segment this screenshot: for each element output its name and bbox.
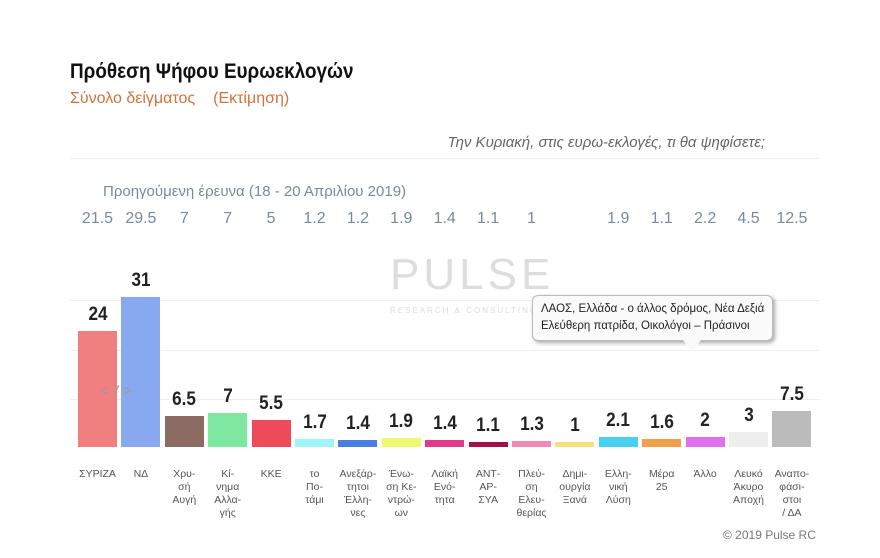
- bar[interactable]: [78, 330, 117, 447]
- category-label: Άλλο: [693, 468, 717, 480]
- previous-value: 5: [266, 210, 276, 227]
- data-label: 1.6: [649, 412, 674, 434]
- bar[interactable]: [251, 420, 291, 447]
- previous-value: 1.1: [476, 210, 500, 227]
- copyright: © 2019 Pulse RC: [723, 528, 816, 542]
- bar[interactable]: [208, 413, 248, 447]
- watermark-logo: PULSE: [390, 250, 555, 299]
- subtitle: Σύνολο δείγματος (Εκτίμηση): [70, 90, 289, 108]
- question: Την Κυριακή, στις ευρω-εκλογές, τι θα ψη…: [447, 134, 765, 151]
- data-label: 31: [131, 270, 151, 291]
- bar[interactable]: [295, 438, 334, 447]
- bar[interactable]: [512, 440, 551, 447]
- data-label: 1.9: [389, 410, 414, 432]
- gridline: [70, 350, 820, 351]
- data-label: 7: [222, 386, 233, 408]
- pager-control[interactable]: < 7 >: [100, 382, 132, 398]
- previous-value: 4.5: [737, 210, 760, 227]
- previous-value: 1.9: [390, 210, 413, 227]
- previous-value: 21.5: [81, 210, 114, 227]
- data-label: 24: [87, 303, 108, 325]
- previous-value: 1.2: [303, 210, 326, 227]
- gridline: [70, 300, 820, 301]
- bar[interactable]: [121, 297, 161, 447]
- bar[interactable]: [598, 436, 638, 447]
- bar[interactable]: [729, 432, 768, 447]
- watermark-tagline: RESEARCH & CONSULTING: [390, 306, 539, 315]
- previous-value: 29.5: [125, 210, 157, 227]
- data-label: 2.1: [606, 409, 631, 431]
- category-label: Ένω- ση Κε- ντρώ- ων: [386, 468, 417, 519]
- category-label: Πλεύ- ση Ελευ- θερίας: [516, 468, 547, 519]
- category-label: το Πο- τάμι: [305, 468, 324, 506]
- previous-value: 1.2: [346, 210, 370, 227]
- data-label: 1.1: [476, 414, 500, 436]
- category-label: ΑΝΤ- ΑΡ- ΣΥΑ: [475, 468, 501, 506]
- bar[interactable]: [555, 442, 595, 447]
- subtitle-note: (Εκτίμηση): [213, 90, 290, 107]
- gridline: [70, 399, 820, 400]
- bar[interactable]: [164, 415, 204, 447]
- subtitle-text: Σύνολο δείγματος: [70, 90, 196, 107]
- previous-value: 1.9: [607, 210, 630, 227]
- category-label: Λαϊκή Ενό- τητα: [431, 468, 458, 506]
- data-label: 3: [743, 405, 754, 427]
- category-label: ΝΔ: [133, 468, 149, 480]
- category-label: ΚΚΕ: [260, 468, 282, 480]
- data-label: 7.5: [779, 383, 804, 405]
- bar[interactable]: [338, 440, 378, 447]
- previous-survey-label: Προηγούμενη έρευνα (18 - 20 Απριλίου 201…: [103, 183, 407, 200]
- data-label: 1: [570, 415, 580, 437]
- previous-value: 1.4: [433, 210, 456, 227]
- previous-value: 1.1: [650, 210, 673, 227]
- category-label: Ελλη- νική Λύση: [604, 468, 632, 506]
- category-label: Κί- νημα Αλλα- γής: [214, 468, 242, 519]
- bar[interactable]: [685, 437, 725, 447]
- data-label: 1.7: [302, 411, 327, 433]
- data-label: 1.4: [345, 413, 370, 435]
- bar[interactable]: [772, 410, 812, 447]
- data-label: 2: [700, 410, 710, 432]
- page-title: Πρόθεση Ψήφου Ευρωεκλογών: [70, 60, 354, 83]
- previous-value: 1: [527, 210, 536, 227]
- previous-value: 12.5: [776, 210, 808, 227]
- data-label: 6.5: [172, 388, 197, 410]
- category-label: ΣΥΡΙΖΑ: [79, 468, 116, 480]
- previous-value: 2.2: [693, 210, 717, 227]
- tooltip: ΛΑΟΣ, Ελλάδα - ο άλλος δρόμος, Νέα Δεξιά…: [532, 295, 774, 352]
- category-label: Ανεξάρ- τητοι Έλλη- νες: [339, 468, 377, 519]
- category-label: Δημι- ουργία Ξανά: [559, 468, 591, 506]
- bar[interactable]: [468, 441, 508, 447]
- bar[interactable]: [425, 440, 465, 447]
- category-label: Μέρα 25: [648, 468, 675, 493]
- previous-value: 7: [223, 210, 233, 227]
- data-label: 1.3: [519, 413, 544, 435]
- bar[interactable]: [381, 437, 421, 447]
- previous-value: 7: [179, 210, 189, 227]
- tooltip-line: Ελεύθερη πατρίδα, Οικολόγοι – Πράσινοι: [541, 320, 750, 332]
- category-label: Αναπο- φάσι- στοι / ΔΑ: [774, 468, 810, 519]
- gridline: [70, 158, 820, 159]
- category-label: Χρυ- σή Αυγή: [172, 468, 197, 506]
- bar[interactable]: [642, 439, 682, 447]
- tooltip-line: ΛΑΟΣ, Ελλάδα - ο άλλος δρόμος, Νέα Δεξιά: [541, 303, 765, 315]
- category-label: Λευκό Άκυρο Αποχή: [732, 468, 764, 506]
- data-label: 5.5: [259, 393, 283, 415]
- data-label: 1.4: [432, 413, 457, 435]
